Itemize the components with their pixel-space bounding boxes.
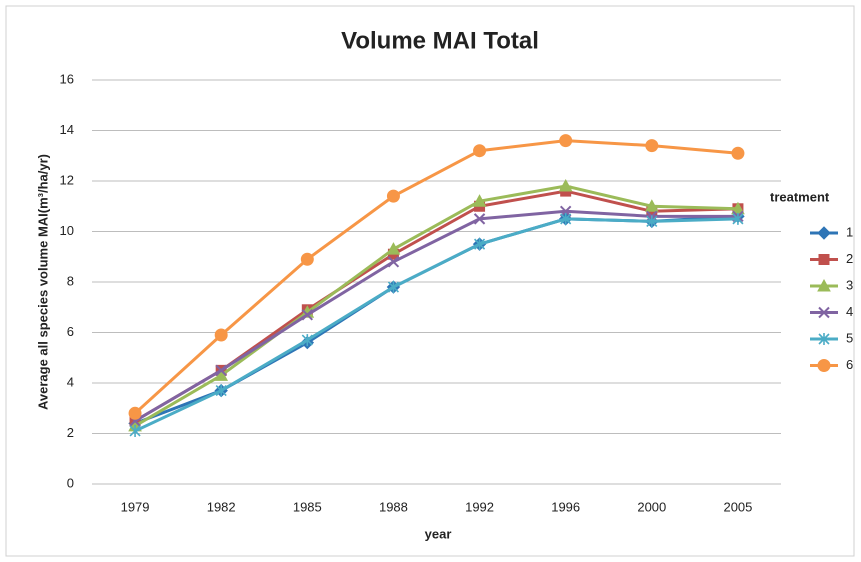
legend-label: 3 bbox=[846, 277, 853, 292]
y-tick-label: 12 bbox=[60, 172, 74, 187]
marker bbox=[215, 364, 227, 377]
marker bbox=[473, 213, 486, 225]
marker bbox=[129, 424, 141, 437]
series-line bbox=[134, 184, 738, 428]
y-tick-label: 14 bbox=[60, 122, 74, 137]
legend-marker bbox=[818, 306, 830, 319]
marker bbox=[301, 334, 313, 347]
x-tick-label: 1982 bbox=[207, 499, 236, 514]
marker bbox=[215, 384, 227, 397]
legend-marker bbox=[818, 254, 830, 265]
legend-label: 5 bbox=[846, 330, 853, 345]
x-tick-label: 2005 bbox=[723, 499, 752, 514]
marker bbox=[472, 194, 487, 207]
y-tick-label: 0 bbox=[67, 475, 74, 490]
legend-marker bbox=[817, 226, 831, 240]
marker bbox=[300, 252, 314, 266]
legend-title: treatment bbox=[770, 189, 830, 204]
y-tick-label: 6 bbox=[67, 324, 74, 339]
legend-label: 1 bbox=[846, 224, 853, 239]
marker bbox=[214, 368, 229, 381]
marker bbox=[731, 146, 745, 160]
legend-label: 6 bbox=[846, 357, 853, 372]
legend-marker bbox=[818, 333, 830, 345]
marker bbox=[128, 406, 142, 420]
marker bbox=[387, 281, 400, 294]
x-tick-label: 1979 bbox=[121, 499, 150, 514]
chart-frame bbox=[5, 5, 855, 557]
marker bbox=[732, 212, 744, 225]
marker bbox=[473, 144, 487, 158]
y-tick-label: 10 bbox=[60, 223, 74, 238]
legend-label: 4 bbox=[846, 304, 853, 319]
series-line bbox=[134, 209, 738, 423]
marker bbox=[644, 199, 659, 212]
marker bbox=[559, 134, 573, 148]
marker bbox=[558, 179, 573, 192]
marker bbox=[646, 215, 658, 228]
x-axis-title: year bbox=[425, 526, 452, 541]
legend-label: 2 bbox=[846, 251, 853, 266]
x-tick-label: 1996 bbox=[551, 499, 580, 514]
legend-marker bbox=[817, 278, 831, 292]
series-line bbox=[134, 217, 738, 433]
marker bbox=[386, 189, 400, 203]
y-tick-label: 4 bbox=[67, 374, 74, 389]
y-tick-label: 8 bbox=[67, 273, 74, 288]
legend-marker bbox=[817, 359, 831, 372]
marker bbox=[386, 242, 401, 255]
y-axis-title: Average all species volume MAI(m³/ha/yr) bbox=[35, 154, 50, 410]
x-tick-label: 2000 bbox=[637, 499, 666, 514]
marker bbox=[301, 309, 314, 321]
x-tick-label: 1988 bbox=[379, 499, 408, 514]
marker bbox=[645, 139, 659, 153]
y-tick-label: 16 bbox=[60, 71, 74, 86]
x-tick-label: 1985 bbox=[293, 499, 322, 514]
series-line bbox=[134, 139, 739, 415]
marker bbox=[560, 212, 572, 225]
marker bbox=[473, 238, 486, 251]
marker bbox=[214, 328, 228, 342]
x-tick-label: 1992 bbox=[465, 499, 494, 514]
chart-title: Volume MAI Total bbox=[341, 27, 539, 54]
y-tick-label: 2 bbox=[67, 425, 74, 440]
marker bbox=[387, 256, 400, 268]
